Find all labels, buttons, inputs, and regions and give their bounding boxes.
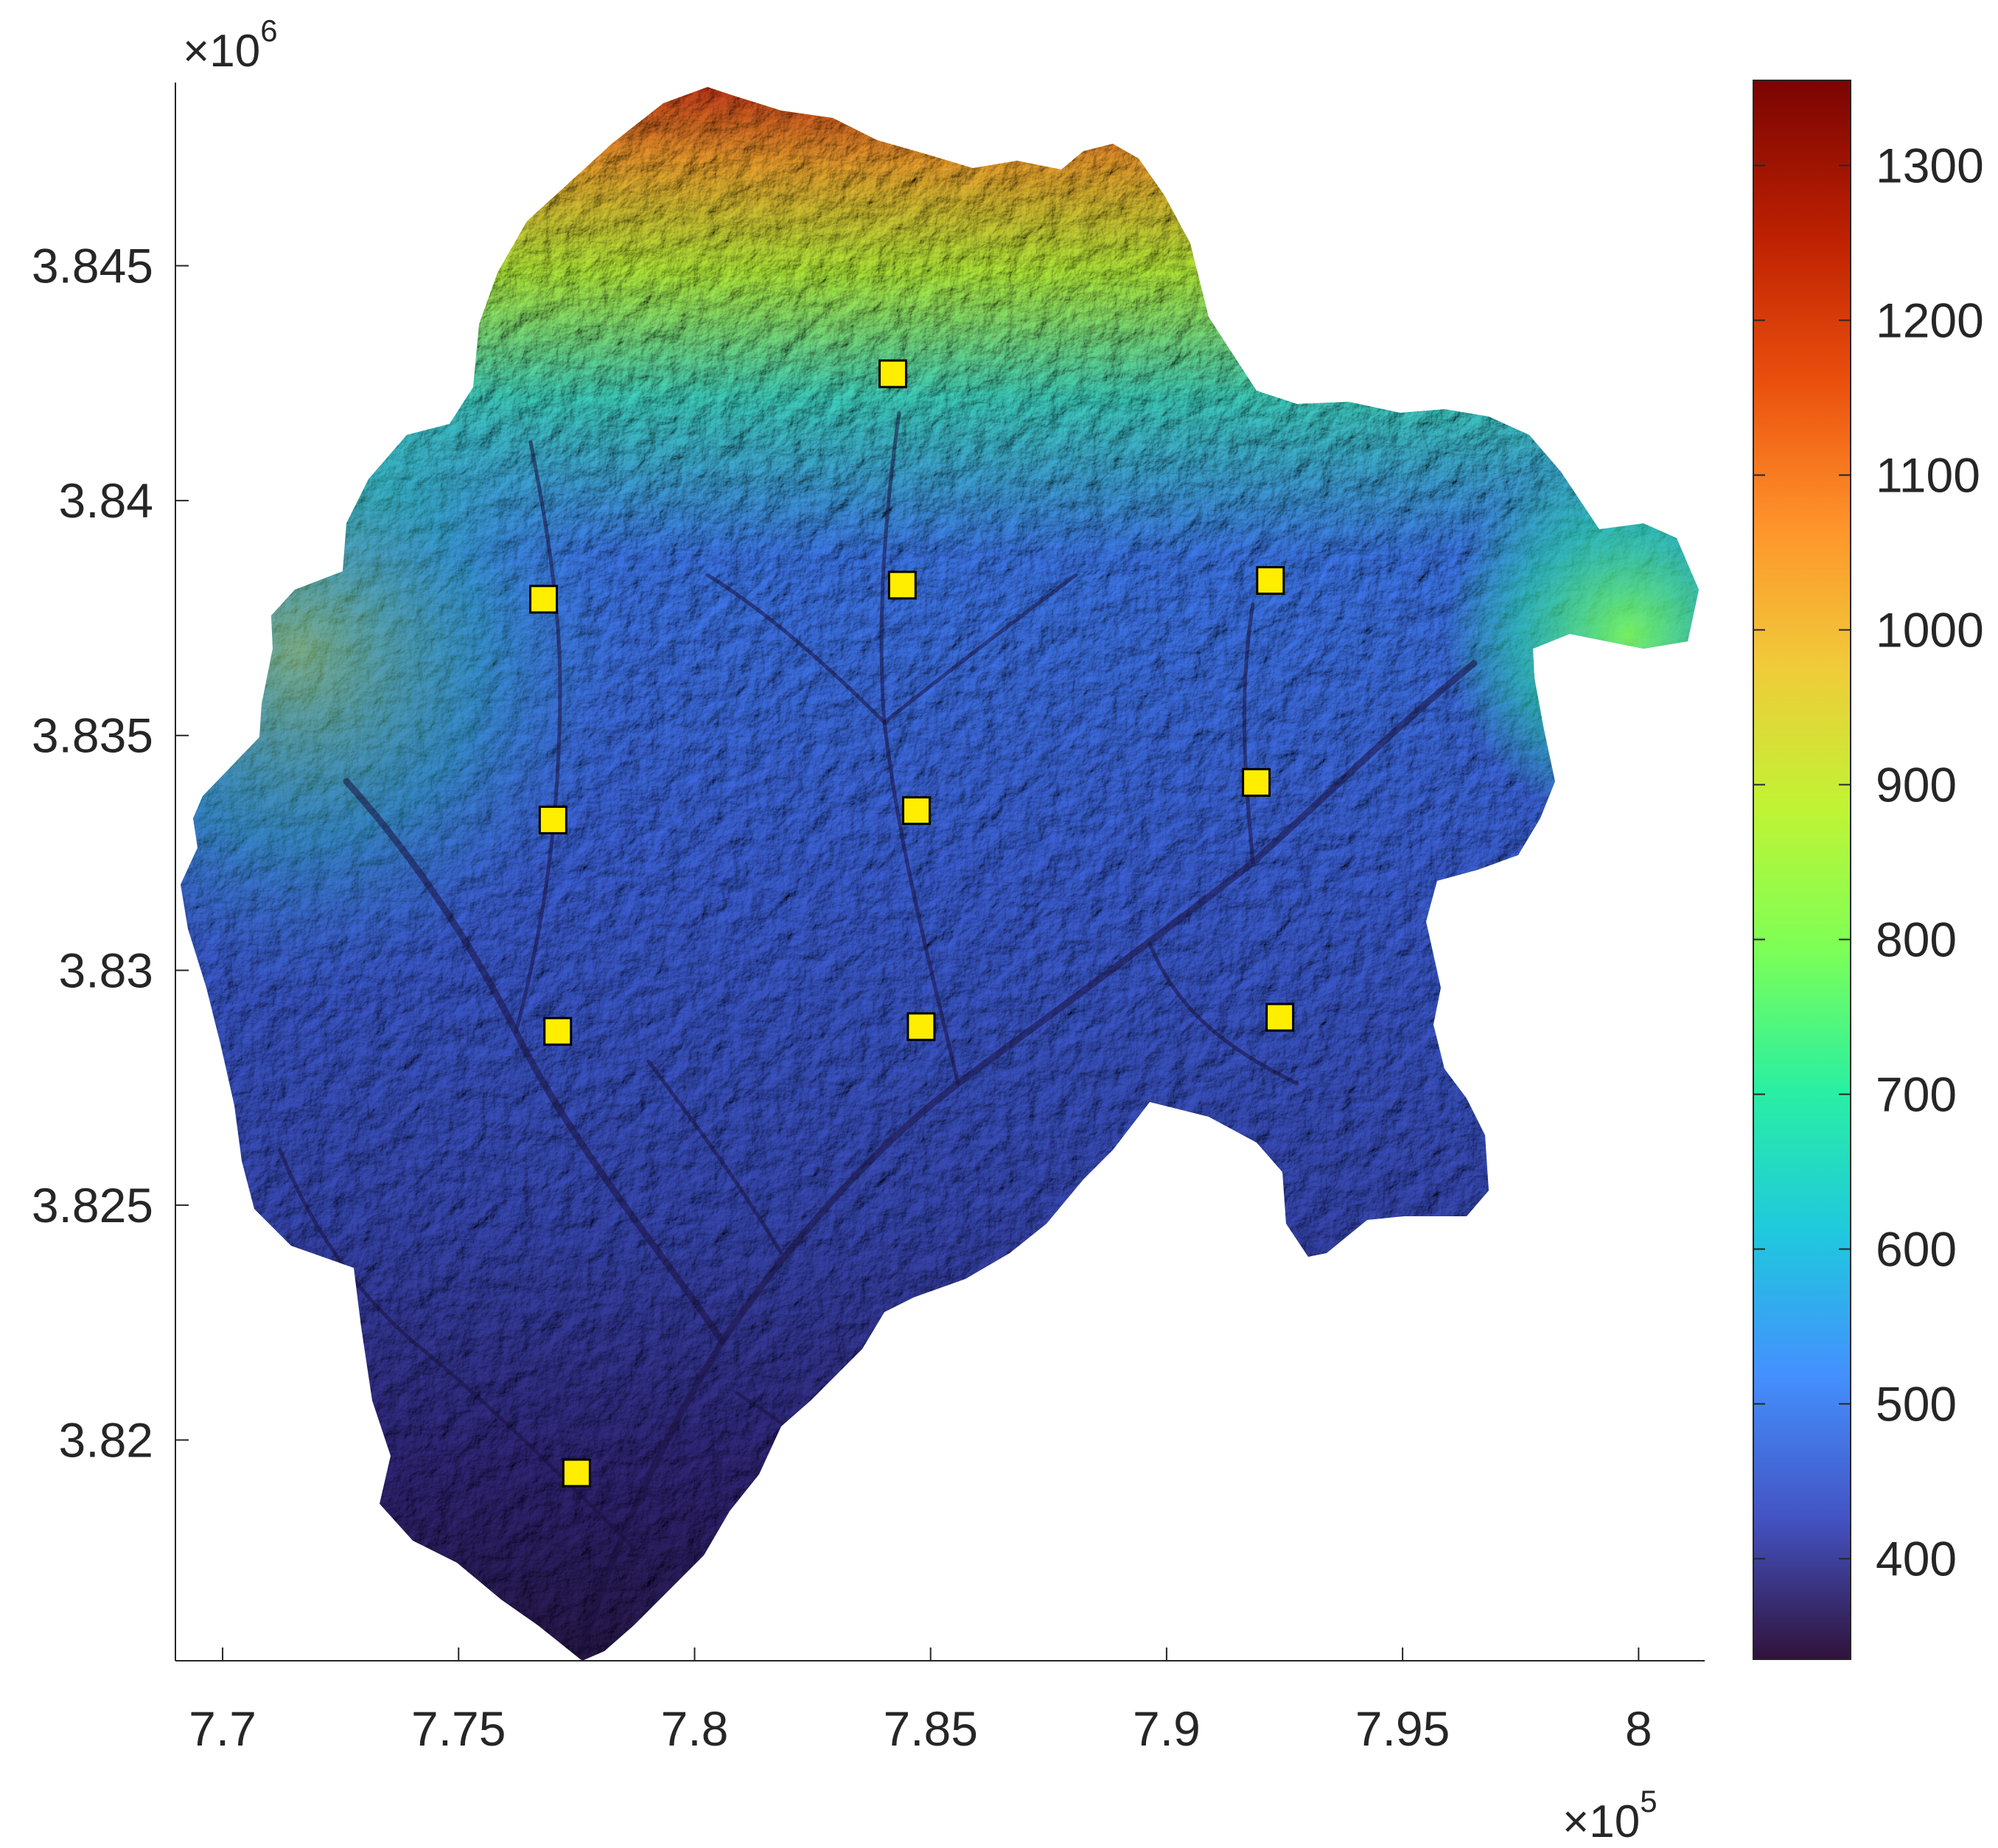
y-tick-label: 3.835 <box>32 708 153 763</box>
stream-channel <box>705 573 887 725</box>
y-tick-label: 3.825 <box>32 1178 153 1232</box>
x-tick-marks <box>222 1647 1640 1661</box>
drainage-network <box>278 411 1478 1655</box>
colorbar-tick-labels: 400 500 600 700 800 900 1000 1100 1200 1300 <box>1876 139 1984 1586</box>
colorbar-tick-label: 600 <box>1876 1222 1957 1277</box>
station-marker <box>878 359 907 388</box>
x-tick-label: 8 <box>1625 1701 1652 1756</box>
colorbar-ticks <box>1753 164 1851 1560</box>
x-tick-labels: 7.7 7.75 7.8 7.85 7.9 7.95 8 <box>189 1701 1652 1756</box>
colorbar-tick-label: 500 <box>1876 1377 1957 1432</box>
station-marker <box>887 571 917 600</box>
y-tick-label: 3.84 <box>59 473 153 528</box>
colorbar-tick-label: 800 <box>1876 913 1957 967</box>
colorbar-tick-label: 1100 <box>1876 448 1980 503</box>
colorbar-tick-label: 1200 <box>1876 293 1984 348</box>
y-multiplier-base: 10 <box>209 26 260 77</box>
x-tick-label: 7.85 <box>883 1701 977 1756</box>
x-multiplier-exponent: 5 <box>1640 1784 1657 1819</box>
stream-channel <box>514 440 562 1034</box>
x-tick-label: 7.95 <box>1355 1701 1450 1756</box>
station-marker <box>907 1012 936 1042</box>
elevation-map <box>181 87 1699 1661</box>
colorbar-tick-label: 1300 <box>1876 139 1984 193</box>
map-axes: 7.7 7.75 7.8 7.85 7.9 7.95 8 3.82 3.825 3.83 3.83… <box>32 13 1705 1847</box>
station-marker <box>901 796 931 826</box>
colorbar-tick-label: 900 <box>1876 758 1957 812</box>
x-multiplier-base: 10 <box>1589 1796 1640 1847</box>
y-tick-labels: 3.82 3.825 3.83 3.835 3.84 3.845 <box>32 239 153 1468</box>
x-axis-multiplier: ×105 <box>1562 1784 1658 1847</box>
stream-channel <box>411 1339 636 1550</box>
station-marker <box>562 1458 591 1488</box>
station-marker <box>538 805 567 834</box>
y-multiplier-exponent: 6 <box>260 13 277 48</box>
x-tick-label: 7.7 <box>189 1701 256 1756</box>
x-tick-label: 7.9 <box>1133 1701 1201 1756</box>
station-marker <box>1242 767 1271 797</box>
stream-channel <box>278 1148 415 1344</box>
x-tick-label: 7.75 <box>411 1701 506 1756</box>
x-tick-label: 7.8 <box>661 1701 729 1756</box>
colorbar-tick-label: 1000 <box>1876 603 1984 658</box>
stream-channel <box>1148 941 1299 1086</box>
stream-channel <box>1242 602 1255 865</box>
stream-channel <box>882 573 1078 725</box>
y-multiplier-sign: × <box>183 26 209 77</box>
y-tick-label: 3.83 <box>59 943 153 997</box>
x-multiplier-sign: × <box>1562 1796 1589 1847</box>
y-tick-label: 3.845 <box>32 239 153 293</box>
station-marker <box>1265 1003 1295 1032</box>
y-tick-marks <box>175 265 189 1441</box>
colorbar-tick-label: 400 <box>1876 1532 1957 1586</box>
y-axis-multiplier: ×106 <box>183 13 278 77</box>
station-marker <box>529 585 559 614</box>
station-marker <box>1256 565 1285 595</box>
colorbar-tick-label: 700 <box>1876 1067 1957 1122</box>
station-markers <box>529 359 1295 1488</box>
station-marker <box>543 1017 573 1046</box>
y-tick-label: 3.82 <box>59 1413 153 1468</box>
elevation-east-highlands <box>181 87 1699 1661</box>
stream-channel <box>646 1059 783 1255</box>
colorbar: 400 500 600 700 800 900 1000 1100 1200 1300 <box>1753 80 1984 1660</box>
colorbar-gradient <box>1753 80 1851 1660</box>
